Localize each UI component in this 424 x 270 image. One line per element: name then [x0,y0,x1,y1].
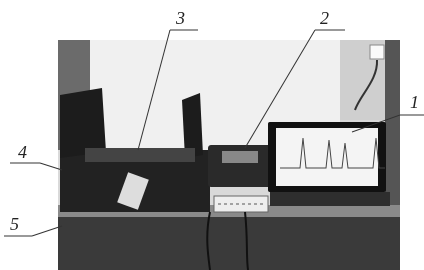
photo [58,40,400,270]
callout-label: 4 [18,142,27,162]
callout-label: 2 [320,8,329,28]
callout-label: 3 [175,8,185,28]
callout-label: 5 [10,214,19,234]
leader-line [32,226,62,236]
photo-figure: 1 2 3 4 5 [0,0,424,270]
callout-label: 1 [410,92,419,112]
